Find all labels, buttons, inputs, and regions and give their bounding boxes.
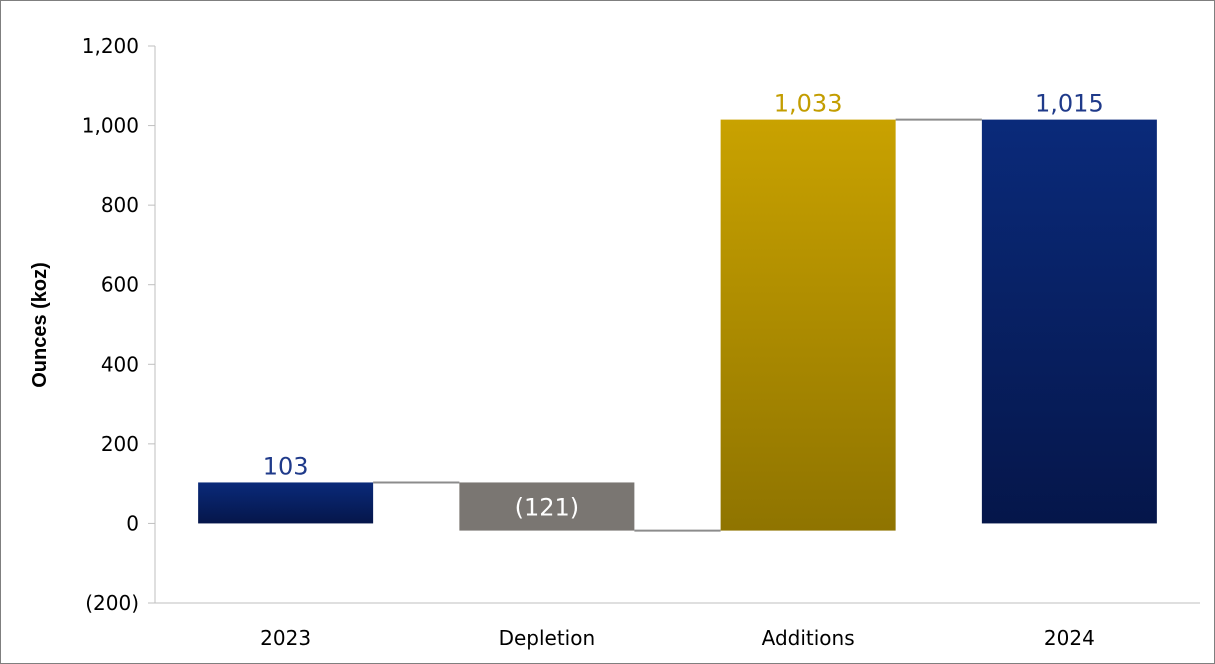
- y-tick-label: 1,200: [82, 34, 139, 58]
- data-label: 1,015: [1035, 90, 1104, 118]
- y-tick-label: 800: [101, 193, 139, 217]
- data-label: 103: [263, 452, 309, 480]
- y-tick-label: (200): [85, 591, 139, 615]
- bar-2023: [198, 482, 374, 524]
- y-tick-label: 600: [101, 273, 139, 297]
- y-tick-label: 400: [101, 352, 139, 376]
- y-axis-title: Ounces (koz): [29, 262, 51, 388]
- y-tick-label: 200: [101, 432, 139, 456]
- x-category-label: 2023: [260, 626, 311, 650]
- x-category-label: Additions: [762, 626, 855, 650]
- bar-depletion: [459, 482, 635, 531]
- data-label: 1,033: [774, 90, 843, 118]
- data-label: (121): [515, 494, 580, 522]
- x-category-label: 2024: [1044, 626, 1095, 650]
- y-tick-label: 0: [126, 511, 139, 535]
- bar-2024: [981, 119, 1157, 524]
- y-tick-label: 1,000: [82, 114, 139, 138]
- x-category-label: Depletion: [499, 626, 596, 650]
- bar-additions: [720, 119, 896, 531]
